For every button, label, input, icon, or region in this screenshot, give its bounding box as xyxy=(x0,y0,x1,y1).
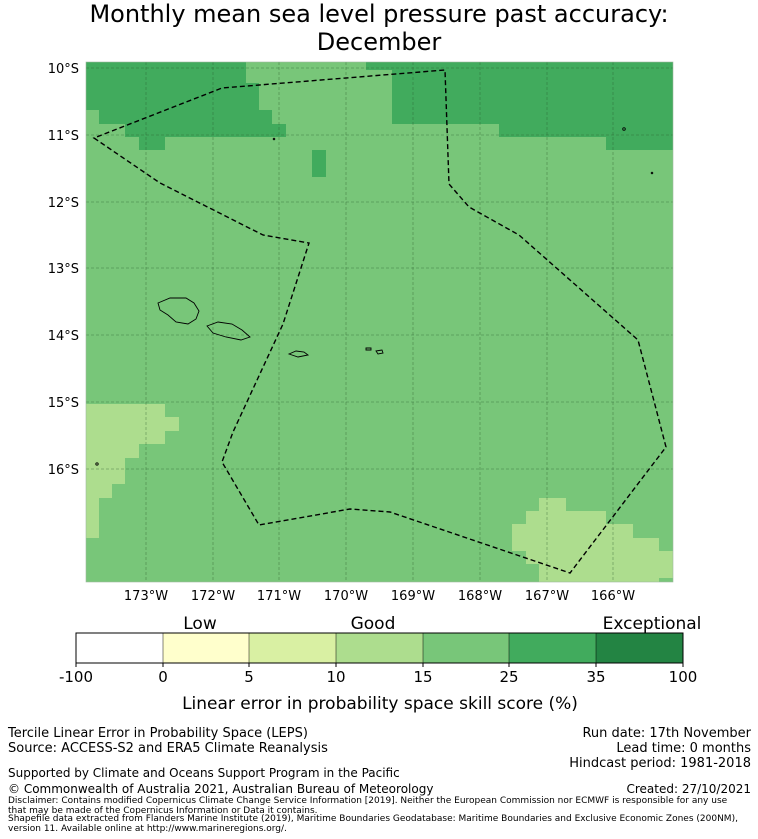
high-skill-region-northwest xyxy=(86,62,286,150)
lat-label: 12°S xyxy=(48,196,79,211)
colorbar-swatch xyxy=(76,633,163,663)
lat-label: 11°S xyxy=(48,129,79,144)
colorbar-swatch xyxy=(423,633,509,663)
colorbar-swatch xyxy=(509,633,596,663)
map-frame xyxy=(85,61,674,583)
good-skill-region-southwest xyxy=(86,404,179,538)
tutuila-island xyxy=(287,350,310,358)
islands xyxy=(95,127,654,466)
shapefile-line-1: Shapefile data extracted from Flanders M… xyxy=(8,814,738,824)
rose-atoll xyxy=(650,171,654,175)
support-text: Supported by Climate and Oceans Support … xyxy=(8,766,400,780)
colorbar-tick-label: 100 xyxy=(669,668,698,686)
colorbar-tick-label: 35 xyxy=(586,668,605,686)
colorbar-swatch xyxy=(596,633,683,663)
colorbar-tick-label: 5 xyxy=(244,668,254,686)
lon-label: 171°W xyxy=(257,589,301,604)
map-background xyxy=(86,62,673,582)
lat-label: 10°S xyxy=(48,62,79,77)
high-skill-region-northeast xyxy=(366,62,673,150)
colorbar: Low Good Exceptional -100 xyxy=(59,614,701,714)
colorbar-tick-label: 0 xyxy=(158,668,168,686)
colorbar-swatch xyxy=(336,633,423,663)
islet xyxy=(272,137,276,141)
colorbar-category-low: Low xyxy=(183,614,217,634)
colorbar-tick-label: 10 xyxy=(326,668,345,686)
disclaimer-line-2: that may be made of the Copernicus Infor… xyxy=(8,806,318,816)
copyright-text: © Commonwealth of Australia 2021, Austra… xyxy=(8,782,434,796)
good-skill-region-southeast xyxy=(512,498,673,582)
high-skill-patch xyxy=(312,150,326,177)
run-date-text: Run date: 17th November xyxy=(582,726,751,741)
map-subtitle: December xyxy=(316,28,442,56)
savaii-island xyxy=(157,297,200,325)
colorbar-tick-label: 25 xyxy=(499,668,518,686)
shapefile-line-2: version 11. Available online at http://w… xyxy=(8,824,287,834)
lon-label: 167°W xyxy=(525,589,569,604)
wallis-islet xyxy=(95,462,99,466)
lon-label: 172°W xyxy=(191,589,235,604)
lead-time-text: Lead time: 0 months xyxy=(616,741,751,756)
hindcast-text: Hindcast period: 1981-2018 xyxy=(569,756,751,771)
upolu-island xyxy=(206,321,251,341)
swains-island xyxy=(622,127,626,131)
manua-island-2 xyxy=(375,349,384,355)
colorbar-axis-label: Linear error in probability space skill … xyxy=(182,694,578,714)
colorbar-tick-label: 15 xyxy=(413,668,432,686)
colorbar-category-exceptional: Exceptional xyxy=(603,614,702,634)
lon-label: 168°W xyxy=(458,589,502,604)
colorbar-frame xyxy=(75,632,684,664)
lon-label: 169°W xyxy=(391,589,435,604)
lat-label: 15°S xyxy=(48,396,79,411)
lon-label: 166°W xyxy=(591,589,635,604)
latitude-labels: 10°S 11°S 12°S 13°S 14°S 15°S 16°S xyxy=(48,62,79,478)
lat-label: 13°S xyxy=(48,262,79,277)
colorbar-swatch xyxy=(249,633,336,663)
created-date-text: Created: 27/10/2021 xyxy=(626,782,751,796)
lat-label: 16°S xyxy=(48,463,79,478)
eez-boundary xyxy=(92,69,667,574)
colorbar-swatch xyxy=(163,633,249,663)
colorbar-category-good: Good xyxy=(351,614,396,634)
colorbar-tick-label: -100 xyxy=(59,668,93,686)
manua-island-1 xyxy=(365,347,372,351)
graticule xyxy=(86,62,673,582)
lat-label: 14°S xyxy=(48,329,79,344)
method-text: Tercile Linear Error in Probability Spac… xyxy=(8,726,308,741)
longitude-labels: 173°W 172°W 171°W 170°W 169°W 168°W 167°… xyxy=(124,589,635,604)
lon-label: 170°W xyxy=(324,589,368,604)
lon-label: 173°W xyxy=(124,589,168,604)
source-text: Source: ACCESS-S2 and ERA5 Climate Reana… xyxy=(8,741,328,756)
map-title: Monthly mean sea level pressure past acc… xyxy=(89,0,669,28)
disclaimer-line-1: Disclaimer: Contains modified Copernicus… xyxy=(8,796,728,806)
